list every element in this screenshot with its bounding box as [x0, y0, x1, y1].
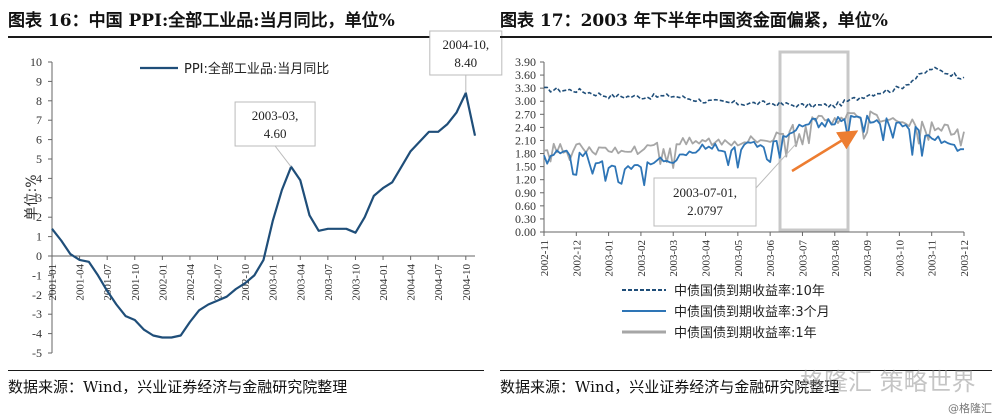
- y-tick-label: 3.60: [515, 68, 536, 82]
- y-tick-label: -5: [32, 346, 42, 360]
- y-tick-label: 7: [36, 113, 42, 127]
- annotation-label: 2004-10,: [443, 37, 490, 52]
- chart-title: 图表 16：中国 PPI:全部工业品:当月同比，单位%: [8, 11, 395, 31]
- legend-label: 中债国债到期收益率:10年: [674, 283, 825, 299]
- annotation-box: [653, 177, 757, 227]
- annotation-label: 2003-07-01,: [673, 185, 737, 200]
- data-source: 数据来源：Wind，兴业证券经济与金融研究院整理: [500, 378, 840, 396]
- y-tick-label: 2.40: [515, 120, 536, 134]
- series-line: [543, 110, 965, 169]
- x-tick-label: 2003-12: [959, 240, 971, 277]
- chart-title: 图表 17：2003 年下半年中国资金面偏紧，单位%: [500, 11, 888, 31]
- legend-label: PPI:全部工业品:当月同比: [184, 61, 329, 77]
- trend-arrow: [791, 130, 859, 173]
- y-tick-label: 0: [36, 249, 42, 263]
- highlight-frame: [778, 50, 850, 232]
- x-tick-label: 2002-01: [157, 264, 169, 301]
- x-tick-label: 2003-07: [797, 240, 809, 277]
- y-tick-label: 0.60: [515, 199, 536, 213]
- credit-label: @格隆汇: [948, 402, 992, 415]
- y-tick-label: 8: [36, 94, 42, 108]
- x-tick-label: 2001-01: [47, 264, 59, 301]
- y-tick-label: 3.00: [515, 94, 536, 108]
- x-tick-label: 2003-08: [830, 240, 842, 277]
- y-tick-label: -1: [32, 268, 42, 282]
- y-tick-label: -4: [32, 327, 42, 341]
- legend-label: 中债国债到期收益率:1年: [674, 325, 817, 341]
- y-tick-label: 4: [36, 171, 42, 185]
- y-tick-label: 2.70: [515, 107, 536, 121]
- ppi-series-line: [51, 91, 477, 339]
- y-tick-label: 1: [36, 230, 42, 244]
- x-tick-label: 2003-07: [323, 264, 335, 301]
- y-tick-label: 1.80: [515, 147, 536, 161]
- annotation-label: 8.40: [454, 55, 477, 70]
- x-tick-label: 2001-04: [75, 264, 87, 301]
- source-divider: [500, 370, 992, 371]
- y-tick-label: 3.30: [515, 81, 536, 95]
- x-tick-label: 2004-01: [378, 264, 390, 301]
- x-tick-label: 2004-10: [461, 264, 473, 301]
- annotation-label: 2003-03,: [252, 108, 299, 123]
- annotation-leader: [274, 145, 292, 168]
- x-tick-label: 2003-10: [894, 240, 906, 277]
- title-divider: [500, 36, 992, 38]
- y-tick-label: -3: [32, 307, 42, 321]
- y-axis-label: 单位:%: [24, 174, 40, 220]
- source-divider: [8, 370, 484, 371]
- y-tick-label: 3.90: [515, 55, 536, 69]
- y-tick-label: 0.90: [515, 186, 536, 200]
- x-tick-label: 2003-11: [927, 240, 939, 276]
- x-tick-label: 2002-04: [185, 264, 197, 301]
- y-tick-label: 0.30: [515, 212, 536, 226]
- annotation-label: 4.60: [264, 126, 287, 141]
- y-tick-label: 10: [30, 55, 42, 69]
- x-tick-label: 2003-04: [701, 240, 713, 277]
- y-tick-label: 3: [36, 191, 42, 205]
- x-tick-label: 2003-02: [636, 240, 648, 277]
- legend-label: 中债国债到期收益率:3个月: [674, 304, 830, 320]
- x-tick-label: 2004-04: [406, 264, 418, 301]
- x-tick-label: 2001-10: [130, 264, 142, 301]
- bond-yield-line-chart: 3.903.603.303.002.702.402.101.801.501.20…: [515, 50, 971, 341]
- y-tick-label: 2.10: [515, 133, 536, 147]
- title-divider: [8, 36, 484, 38]
- y-tick-label: 9: [36, 74, 42, 88]
- x-tick-label: 2003-03: [668, 240, 680, 277]
- x-tick-label: 2004-07: [433, 264, 445, 301]
- y-tick-label: 6: [36, 133, 42, 147]
- annotation-label: 2.0797: [687, 203, 723, 218]
- x-tick-label: 2002-11: [539, 240, 551, 276]
- annotation-box: [234, 101, 316, 147]
- x-tick-label: 2003-01: [604, 240, 616, 277]
- y-tick-label: 0.00: [515, 225, 536, 239]
- x-tick-label: 2003-01: [268, 264, 280, 301]
- y-tick-label: 1.50: [515, 160, 536, 174]
- x-tick-label: 2003-04: [295, 264, 307, 301]
- series-line: [544, 66, 965, 109]
- y-tick-label: 5: [36, 152, 42, 166]
- annotation-leader: [755, 143, 797, 189]
- annotation-box: [429, 30, 503, 76]
- x-tick-label: 2002-07: [213, 264, 225, 301]
- x-tick-label: 2003-09: [862, 240, 874, 277]
- left-chart-panel: 图表 16：中国 PPI:全部工业品:当月同比，单位% 10 9 8 7 6 5 4 3 2 1 0…: [0, 0, 503, 420]
- data-source: 数据来源：Wind，兴业证券经济与金融研究院整理: [8, 378, 348, 396]
- series-line: [543, 114, 965, 187]
- y-tick-label: 1.20: [515, 173, 536, 187]
- x-tick-label: 2003-06: [765, 240, 777, 277]
- y-tick-label: -2: [32, 288, 42, 302]
- x-tick-label: 2001-07: [102, 264, 114, 301]
- right-chart-panel: 图表 17：2003 年下半年中国资金面偏紧，单位% 3.90 3.60 3.30 3…: [492, 0, 1000, 420]
- x-tick-label: 2003-10: [350, 264, 362, 301]
- x-tick-label: 2003-05: [733, 240, 745, 277]
- x-tick-label: 2002-12: [571, 240, 583, 277]
- watermark: 格隆汇 策略世界: [800, 368, 976, 396]
- y-tick-label: 2: [36, 210, 42, 224]
